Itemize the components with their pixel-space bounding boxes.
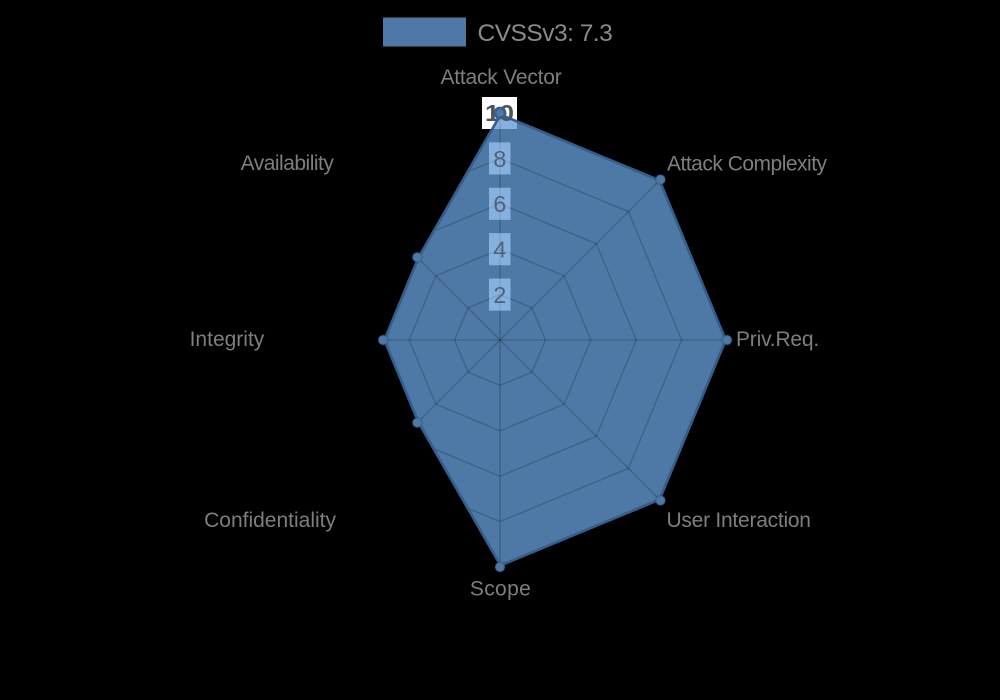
svg-text:Scope: Scope <box>470 578 531 601</box>
svg-text:2: 2 <box>493 282 506 308</box>
svg-text:Attack Vector: Attack Vector <box>440 66 561 89</box>
svg-text:6: 6 <box>493 191 506 217</box>
svg-text:User Interaction: User Interaction <box>667 509 811 532</box>
svg-text:CVSSv3: 7.3: CVSSv3: 7.3 <box>478 20 613 47</box>
svg-text:Attack Complexity: Attack Complexity <box>667 153 828 176</box>
svg-text:Integrity: Integrity <box>190 328 265 351</box>
svg-text:8: 8 <box>493 146 506 172</box>
svg-text:Confidentiality: Confidentiality <box>204 509 336 532</box>
svg-text:4: 4 <box>493 237 506 263</box>
svg-text:Availability: Availability <box>241 152 335 175</box>
svg-text:Priv.Req.: Priv.Req. <box>736 328 819 351</box>
